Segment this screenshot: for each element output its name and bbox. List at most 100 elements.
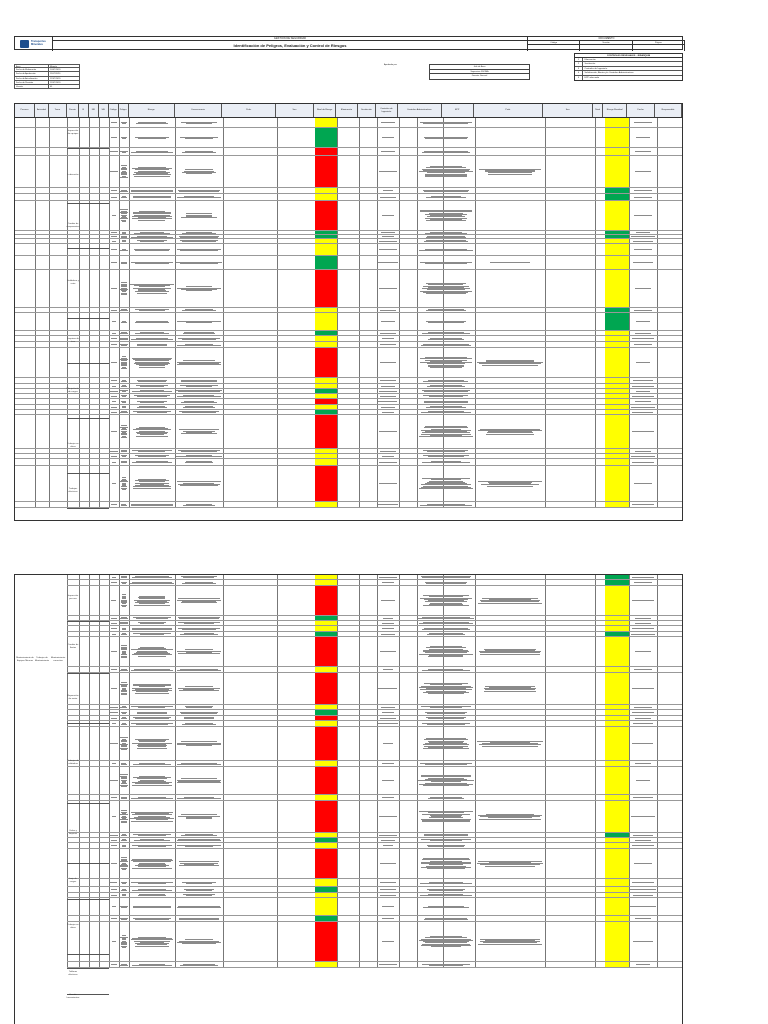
document-title: Identificación de Peligros, Evaluación y… bbox=[233, 43, 347, 48]
residual-risk-cell bbox=[605, 235, 629, 238]
residual-risk-cell bbox=[605, 727, 629, 760]
activity-label: Trabajos de Mantenimiento bbox=[34, 657, 50, 662]
column-header: Código bbox=[109, 104, 119, 117]
document-control: DOCUMENTO Código Versión Página bbox=[527, 37, 685, 51]
residual-risk-cell bbox=[605, 399, 629, 404]
table-row bbox=[15, 148, 682, 156]
risk-level-cell bbox=[315, 922, 337, 961]
legend-item: 5 EPP adecuado bbox=[575, 75, 682, 80]
table-row bbox=[15, 887, 682, 893]
task-label: Mantenimiento correctivo bbox=[50, 657, 66, 662]
risk-level-cell bbox=[315, 893, 337, 897]
risk-level-cell bbox=[315, 887, 337, 892]
residual-risk-cell bbox=[605, 621, 629, 625]
table-row bbox=[15, 843, 682, 849]
info-row: Fecha de Elaboración 10/07/2020 bbox=[14, 68, 80, 73]
legend-item: 3 Controles de Ingeniería bbox=[575, 66, 682, 72]
risk-level-cell bbox=[315, 626, 337, 631]
risk-matrix-table: Proceso Actividad Tarea Puesto R NR S/E Código P… bbox=[14, 103, 683, 521]
residual-risk-cell bbox=[605, 239, 629, 243]
residual-risk-cell bbox=[605, 843, 629, 848]
table-row bbox=[15, 916, 682, 922]
residual-risk-cell bbox=[605, 922, 629, 961]
residual-risk-cell bbox=[605, 454, 629, 458]
residual-risk-cell bbox=[605, 637, 629, 666]
info-row: Fecha de Revisión 13/07/2020 bbox=[14, 80, 80, 85]
table-row bbox=[15, 378, 682, 384]
risk-level-cell bbox=[315, 156, 337, 187]
risk-level-cell bbox=[315, 795, 337, 800]
risk-level-cell bbox=[315, 637, 337, 666]
risk-level-cell bbox=[315, 394, 337, 398]
risk-level-cell bbox=[315, 342, 337, 347]
risk-level-cell bbox=[315, 399, 337, 404]
task-group-label: Manipulación de cargas bbox=[66, 387, 80, 393]
residual-risk-cell bbox=[605, 575, 629, 579]
table-row bbox=[15, 580, 682, 586]
table-row bbox=[15, 415, 682, 449]
column-header: Sustitución bbox=[358, 104, 376, 117]
risk-level-cell bbox=[315, 415, 337, 448]
info-row: Área Minería bbox=[14, 64, 80, 69]
risk-level-cell bbox=[315, 727, 337, 760]
code-label: Código bbox=[528, 41, 581, 44]
table-row bbox=[15, 833, 682, 838]
table-row bbox=[15, 384, 682, 389]
risk-level-cell bbox=[315, 148, 337, 155]
legend-item: 1 Eliminación bbox=[575, 58, 682, 63]
risk-level-cell bbox=[315, 389, 337, 393]
table-row bbox=[15, 449, 682, 454]
risk-level-cell bbox=[315, 384, 337, 388]
document-header: Transportes Minerales GESTION DE SEGURID… bbox=[14, 36, 685, 51]
table-row bbox=[15, 801, 682, 833]
table-row bbox=[15, 256, 682, 270]
column-header: EPP bbox=[442, 104, 474, 117]
table-row bbox=[15, 767, 682, 795]
table-row bbox=[15, 849, 682, 879]
table-row bbox=[15, 405, 682, 410]
column-header: Actividad bbox=[35, 104, 49, 117]
task-group-label: Izaje de cargas bbox=[69, 878, 77, 883]
column-header: Sev. bbox=[543, 104, 594, 117]
column-header: NR bbox=[89, 104, 99, 117]
risk-level-cell bbox=[315, 313, 337, 330]
residual-risk-cell bbox=[605, 673, 629, 704]
risk-level-cell bbox=[315, 410, 337, 414]
table-row bbox=[15, 637, 682, 667]
table-row bbox=[15, 235, 682, 239]
residual-risk-cell bbox=[605, 616, 629, 620]
table-row bbox=[15, 410, 682, 415]
table-row bbox=[15, 586, 682, 616]
residual-risk-cell bbox=[605, 466, 629, 501]
task-group-label: Reparación de motor bbox=[67, 695, 79, 700]
approval-label: Aprobado por: bbox=[384, 64, 398, 66]
risk-level-cell bbox=[315, 235, 337, 238]
risk-level-cell bbox=[315, 378, 337, 383]
table-row bbox=[15, 898, 682, 916]
page-label: Página bbox=[633, 41, 685, 44]
risk-level-cell bbox=[315, 721, 337, 726]
legend-title: CONTROLES RESIDUALES - JERARQUÍA bbox=[575, 54, 682, 58]
table-row bbox=[15, 716, 682, 721]
residual-risk-cell bbox=[605, 795, 629, 800]
risk-level-cell bbox=[315, 231, 337, 234]
column-header: Peligro bbox=[119, 104, 129, 117]
table-row bbox=[15, 626, 682, 632]
org-line: GESTION DE SEGURIDAD bbox=[53, 37, 527, 41]
table-row bbox=[15, 459, 682, 466]
residual-risk-cell bbox=[605, 405, 629, 409]
approval-row: Jefe de Área bbox=[430, 65, 529, 70]
approval-boxes: Jefe de Área Supervisor SSOMA Gerente Ge… bbox=[429, 64, 530, 80]
legend-item: 4 Señalización, Alertas y/o Controles Adm… bbox=[575, 71, 682, 76]
residual-risk-cell bbox=[605, 389, 629, 393]
table-row bbox=[15, 342, 682, 348]
table-row bbox=[15, 348, 682, 378]
table-row bbox=[15, 454, 682, 459]
table-row bbox=[15, 502, 682, 508]
table-row bbox=[15, 632, 682, 637]
residual-risk-cell bbox=[605, 415, 629, 448]
residual-risk-cell bbox=[605, 838, 629, 842]
residual-risk-cell bbox=[605, 801, 629, 832]
document-control-title: DOCUMENTO bbox=[528, 37, 685, 41]
table-row bbox=[15, 721, 682, 727]
